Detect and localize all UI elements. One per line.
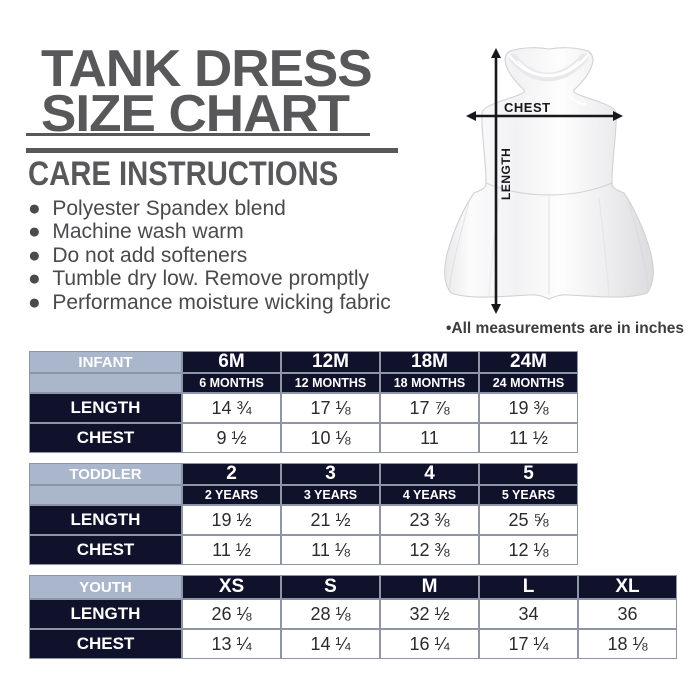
svg-text:CHEST: CHEST bbox=[504, 100, 551, 115]
svg-text:LENGTH: LENGTH bbox=[499, 148, 513, 200]
